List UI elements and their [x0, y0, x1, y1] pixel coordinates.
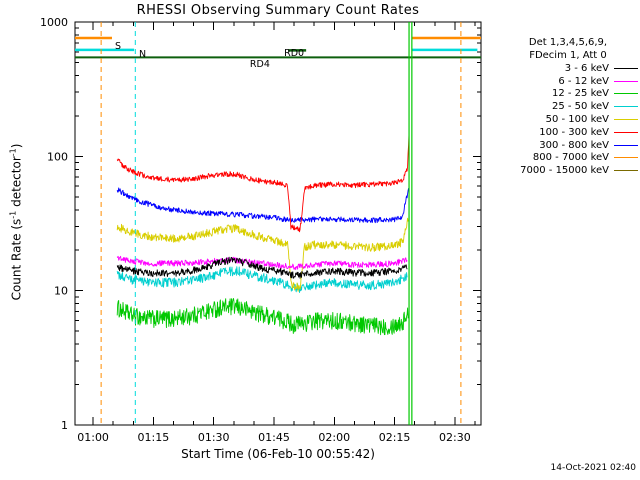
x-tick-label: 02:30 — [439, 431, 471, 444]
y-axis-label: Count Rate (s-1 detector-1) — [9, 144, 24, 301]
flag-label-RD0: RD0 — [284, 48, 304, 59]
series-100-300keV — [116, 134, 410, 233]
y-tick-label: 100 — [47, 150, 68, 163]
legend-entry-swatch — [614, 93, 638, 95]
legend-entry-label: 12 - 25 keV — [551, 88, 609, 100]
legend-entry: 300 - 800 keV — [498, 139, 638, 152]
legend-entry-label: 25 - 50 keV — [551, 101, 609, 113]
legend-entry: 100 - 300 keV — [498, 126, 638, 139]
legend-header-decimation: FDecim 1, Att 0 — [529, 49, 607, 61]
flag-label-S: S — [115, 41, 121, 52]
y-axis-label-sup2: -1 — [8, 148, 18, 157]
legend-entry-swatch — [614, 119, 638, 121]
y-axis-label-sup1: -1 — [8, 210, 18, 219]
x-tick-label: 01:30 — [198, 431, 230, 444]
y-axis-label-suffix: ) — [9, 143, 24, 149]
legend-entry-label: 6 - 12 keV — [558, 75, 609, 87]
legend-entry-label: 50 - 100 keV — [545, 114, 609, 126]
x-tick-label: 02:00 — [318, 431, 350, 444]
legend-entry-label: 7000 - 15000 keV — [520, 165, 609, 177]
legend-entry-swatch — [614, 170, 638, 172]
legend-entry: 6 - 12 keV — [498, 75, 638, 88]
series-6-12keV — [116, 255, 408, 271]
legend-entry-swatch — [614, 157, 638, 159]
plot-frame — [74, 21, 482, 426]
legend-entry: 25 - 50 keV — [498, 100, 638, 113]
legend-entry-swatch — [614, 80, 638, 82]
legend-entry-label: 800 - 7000 keV — [532, 152, 609, 164]
legend-header-detectors: Det 1,3,4,5,6,9, — [528, 37, 608, 48]
legend-entry-swatch — [614, 106, 638, 108]
flag-label-N: N — [139, 49, 146, 60]
x-tick-label: 02:15 — [379, 431, 411, 444]
x-axis-label: Start Time (06-Feb-10 00:55:42) — [181, 447, 375, 461]
y-axis-label-mid: detector — [9, 156, 24, 211]
series-50-100keV — [116, 217, 409, 292]
legend-entry: 800 - 7000 keV — [498, 152, 638, 165]
legend-entry: 7000 - 15000 keV — [498, 164, 638, 177]
y-axis-label-text: Count Rate (s — [9, 218, 24, 301]
series-12-25keV — [116, 298, 409, 336]
y-tick-label: 10 — [54, 285, 68, 298]
legend-entry-swatch — [614, 131, 638, 133]
legend-entry-swatch — [614, 144, 638, 146]
series-25-50keV — [116, 266, 408, 293]
legend: Det 1,3,4,5,6,9, FDecim 1, Att 0 3 - 6 k… — [498, 37, 638, 177]
x-tick-label: 01:00 — [77, 431, 109, 444]
y-tick-label: 1000 — [40, 16, 68, 29]
chart-title: RHESSI Observing Summary Count Rates — [136, 3, 420, 18]
legend-entries: 3 - 6 keV 6 - 12 keV 12 - 25 keV 25 - 50 ke… — [498, 62, 638, 177]
legend-entry-swatch — [614, 67, 638, 69]
x-tick-label: 01:45 — [258, 431, 290, 444]
creation-timestamp: 14-Oct-2021 02:40 — [550, 463, 636, 473]
legend-entry: 12 - 25 keV — [498, 88, 638, 101]
legend-entry: 50 - 100 keV — [498, 113, 638, 126]
legend-entry-label: 300 - 800 keV — [539, 139, 609, 151]
flag-label-RD4: RD4 — [250, 59, 270, 70]
series-300-800keV — [116, 187, 410, 224]
y-tick-label: 1 — [61, 419, 68, 432]
legend-entry-label: 3 - 6 keV — [564, 62, 609, 74]
legend-entry: 3 - 6 keV — [498, 62, 638, 75]
x-tick-label: 01:15 — [138, 431, 170, 444]
legend-entry-label: 100 - 300 keV — [539, 126, 609, 138]
series-3-6keV — [116, 256, 408, 279]
